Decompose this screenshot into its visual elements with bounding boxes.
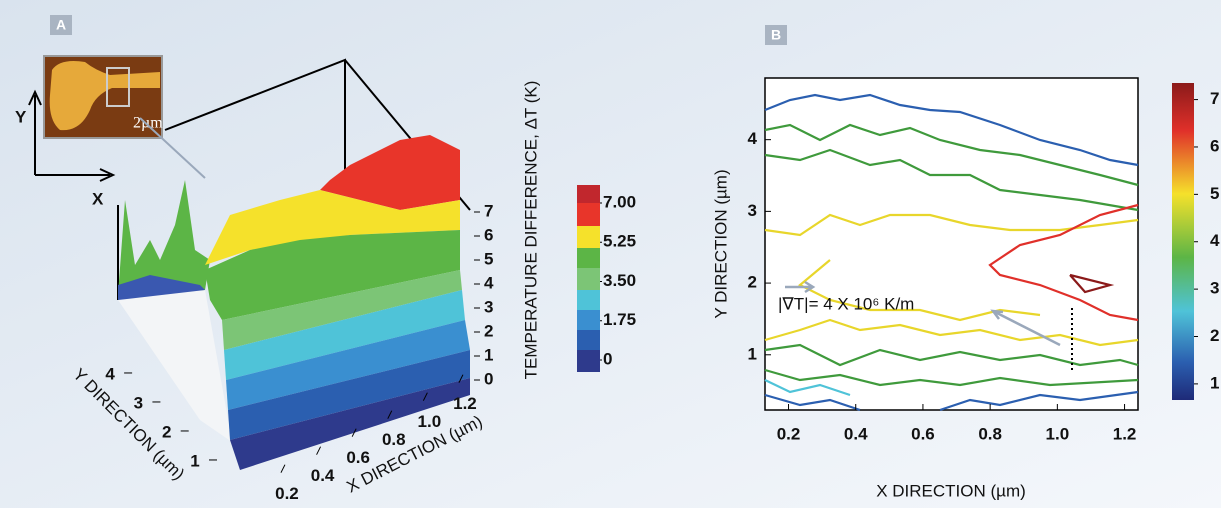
z-tick-label: 2: [484, 321, 493, 340]
colorbar-block: [577, 330, 600, 350]
y-tick-label: 4: [748, 129, 758, 148]
colorbar-label: 4: [1210, 231, 1220, 250]
colorbar-block: [577, 203, 600, 226]
colorbar-a: [577, 185, 600, 372]
z-axis-label: TEMPERATURE DIFFERENCE, ΔT (K): [521, 81, 540, 380]
colorbar-block: [577, 268, 600, 290]
y-tick-label: 2: [162, 422, 171, 441]
colorbar-b: [1172, 83, 1194, 400]
y-tick-label: 2: [748, 273, 757, 292]
y-tick-label: 1: [748, 344, 757, 363]
colorbar-block: [577, 290, 600, 310]
colorbar-label: 7: [1210, 89, 1219, 108]
y-axis-label: Y DIRECTION (µm): [711, 169, 730, 318]
x-tick-label: 0.6: [346, 448, 370, 467]
inset-y-label: Y: [15, 107, 27, 126]
z-tick-label: 6: [484, 225, 493, 244]
y-tick-label: 3: [134, 393, 143, 412]
colorbar-block: [577, 350, 600, 372]
x-tick-label: 0.2: [777, 424, 801, 443]
panel-label: A: [56, 17, 66, 33]
z-tick-label: 7: [484, 201, 493, 220]
inset-scale: 2µm: [133, 115, 163, 132]
x-tick-label: 1.0: [418, 412, 442, 431]
annotation: |∇T|= 4 X 10⁶ K/m: [778, 294, 914, 313]
x-tick-label: 1.2: [453, 394, 477, 413]
colorbar-block: [577, 185, 600, 203]
x-axis-label: X DIRECTION (µm): [876, 481, 1026, 500]
x-tick-label: 0.6: [911, 424, 935, 443]
colorbar-label: 0: [603, 349, 612, 368]
inset-x-label: X: [92, 189, 104, 208]
colorbar-label: 1.75: [603, 310, 636, 329]
x-tick-label: 0.8: [382, 430, 406, 449]
plot-area: [765, 78, 1138, 410]
x-tick-label: 1.2: [1113, 424, 1137, 443]
y-tick-label: 4: [105, 364, 115, 383]
colorbar-label: 7.00: [603, 192, 636, 211]
y-tick-label: 1: [190, 451, 199, 470]
x-tick-label: 0.4: [844, 424, 868, 443]
colorbar-block: [577, 310, 600, 330]
colorbar-label: 1: [1210, 373, 1219, 392]
z-tick-label: 4: [484, 273, 494, 292]
z-tick-label: 1: [484, 345, 493, 364]
z-tick-label: 5: [484, 249, 493, 268]
z-tick-label: 3: [484, 297, 493, 316]
figure: A 2µm Y X B |∇T|= 4 X 10⁶ K/m 0.2 0.4 0.6 0…: [0, 0, 1221, 508]
colorbar-label: 5.25: [603, 232, 636, 251]
colorbar-label: 3: [1210, 279, 1219, 298]
colorbar-block: [577, 248, 600, 268]
x-tick-label: 0.8: [978, 424, 1002, 443]
z-tick-label: 0: [484, 369, 493, 388]
panel-label: B: [771, 27, 781, 43]
x-tick-label: 1.0: [1046, 424, 1070, 443]
colorbar-label: 5: [1210, 184, 1219, 203]
y-tick-label: 3: [748, 201, 757, 220]
x-tick-label: 0.2: [275, 484, 299, 503]
x-tick-label: 0.4: [311, 466, 335, 485]
colorbar-label: 2: [1210, 326, 1219, 345]
colorbar-label: 6: [1210, 136, 1219, 155]
colorbar-label: 3.50: [603, 271, 636, 290]
colorbar-block: [577, 226, 600, 248]
